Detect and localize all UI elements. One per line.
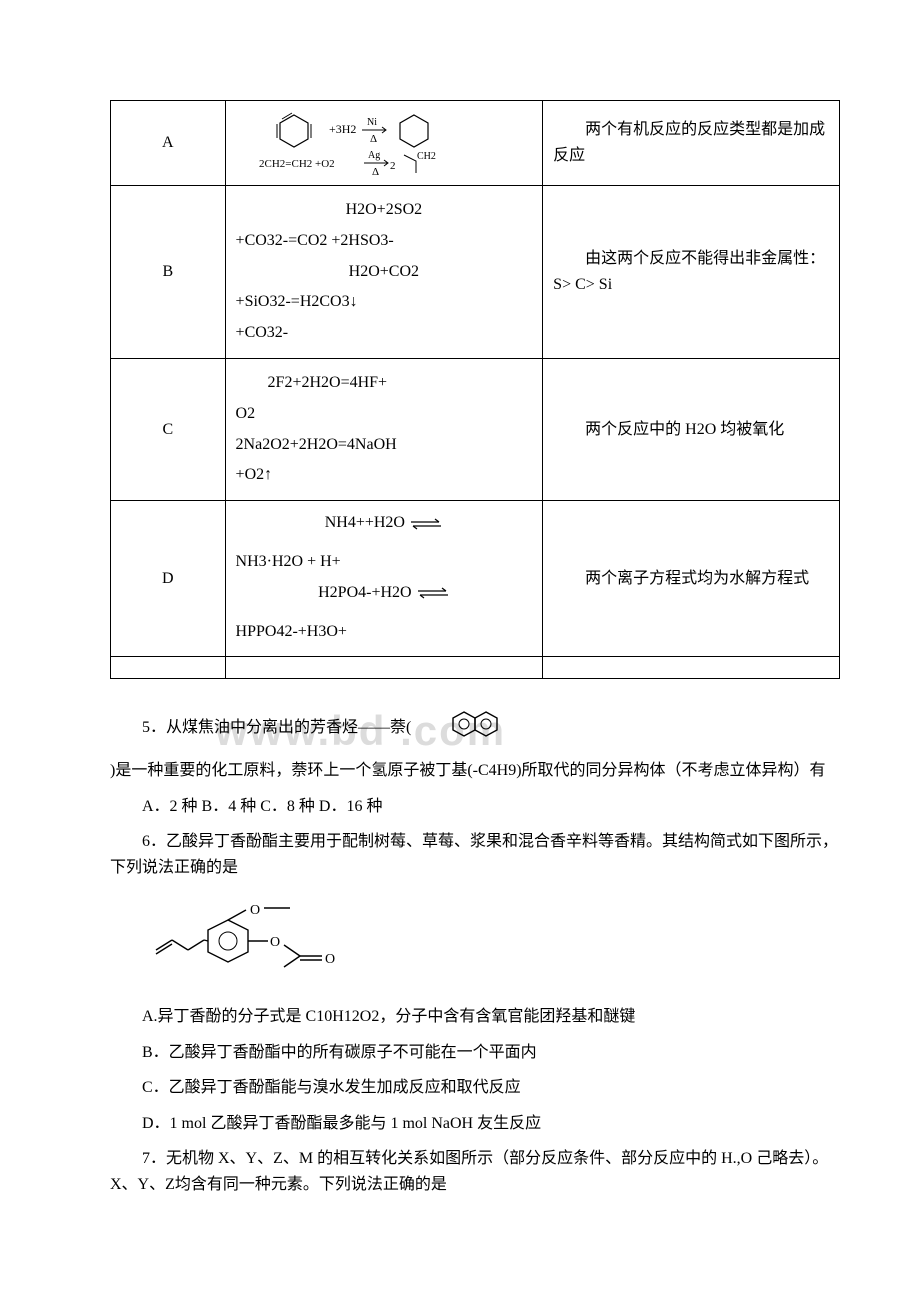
q6-optD: D．1 mol 乙酸异丁香酚酯最多能与 1 mol NaOH 友生反应 [110,1111,840,1137]
formula-text: NH3·H2O + H+ [236,548,533,577]
q7-line1: 7．无机物 X、Y、Z、M 的相互转化关系如图所示（部分反应条件、部分反应中的 … [110,1146,840,1197]
table-row-b: B H2O+2SO2 +CO32-=CO2 +2HSO3- H2O+CO2 +S… [111,186,840,359]
rxn1-cat: Ni [367,117,377,128]
rxn2-tail: CH2 [417,151,436,162]
rxn2-coef: 2 [390,160,396,172]
reaction-table: A +3H2 Ni Δ 2CH2=CH2 +O2 Ag Δ 2 C [110,100,840,679]
formula-text: H2O+CO2 [236,258,533,287]
row-letter: A [111,101,226,186]
structure-svg: O O O [150,890,360,985]
table-row-d: D NH4++H2O NH3·H2O + H+ H2PO4-+H2O [111,501,840,657]
q6-optA: A.异丁香酚的分子式是 C10H12O2，分子中含有含氧官能团羟基和醚键 [110,1004,840,1030]
formula-text: 2Na2O2+2H2O=4NaOH [236,431,533,460]
row-letter: B [111,186,226,359]
rxn2-lhs: 2CH2=CH2 +O2 [259,158,335,170]
reaction-svg-a: +3H2 Ni Δ 2CH2=CH2 +O2 Ag Δ 2 CH2 [254,109,514,177]
svg-text:O: O [250,903,260,918]
q5-text-pre: 5．从煤焦油中分离出的芳香烃——萘( [142,719,411,736]
q6-structure: O O O [150,890,840,994]
rxn2-cat: Ag [368,150,380,161]
formula-text: +SiO32-=H2CO3↓ [236,288,533,317]
formula-text: H2PO4-+H2O [318,584,411,601]
table-row-c: C 2F2+2H2O=4HF+ O2 2Na2O2+2H2O=4NaOH +O2… [111,358,840,500]
formula-text: +CO32- [236,319,533,348]
row-letter: C [111,358,226,500]
row-formula: H2O+2SO2 +CO32-=CO2 +2HSO3- H2O+CO2 +SiO… [225,186,543,359]
q6-line1: 6．乙酸异丁香酚酯主要用于配制树莓、草莓、浆果和混合香辛料等香精。其结构简式如下… [110,829,840,880]
formula-text: HPPO42-+H3O+ [236,618,533,647]
table-row-empty [111,657,840,679]
row-formula: 2F2+2H2O=4HF+ O2 2Na2O2+2H2O=4NaOH +O2↑ [225,358,543,500]
row-desc: 由这两个反应不能得出非金属性：S> C> Si [543,186,840,359]
q5-line1: 5．从煤焦油中分离出的芳香烃——萘( [110,709,840,748]
row-formula: NH4++H2O NH3·H2O + H+ H2PO4-+H2O [225,501,543,657]
naphthalene-icon [417,709,507,748]
formula-text: H2O+2SO2 [236,196,533,225]
rxn1-reagent: +3H2 [329,122,356,136]
formula-text: 2F2+2H2O=4HF+ [236,369,533,398]
equilibrium-arrow-icon [409,518,443,530]
row-desc: 两个反应中的 H2O 均被氧化 [543,358,840,500]
rxn1-cond: Δ [370,133,377,145]
table-row-a: A +3H2 Ni Δ 2CH2=CH2 +O2 Ag Δ 2 C [111,101,840,186]
row-desc: 两个有机反应的反应类型都是加成反应 [543,101,840,186]
row-letter: D [111,501,226,657]
rxn2-cond: Δ [372,166,379,177]
row-desc: 两个离子方程式均为水解方程式 [543,501,840,657]
formula-text: O2 [236,400,533,429]
row-formula: +3H2 Ni Δ 2CH2=CH2 +O2 Ag Δ 2 CH2 [225,101,543,186]
formula-text: +O2↑ [236,461,533,490]
q6-optB: B．乙酸异丁香酚酯中的所有碳原子不可能在一个平面内 [110,1040,840,1066]
svg-text:O: O [325,952,335,967]
equilibrium-arrow-icon [416,587,450,599]
formula-text: NH4++H2O [325,514,405,531]
svg-text:O: O [270,935,280,950]
formula-text: +CO32-=CO2 +2HSO3- [236,227,533,256]
q5-line2: )是一种重要的化工原料，萘环上一个氢原子被丁基(-C4H9)所取代的同分异构体（… [110,758,840,784]
q5-options: A．2 种 B．4 种 C．8 种 D．16 种 [110,794,840,820]
q6-optC: C．乙酸异丁香酚酯能与溴水发生加成反应和取代反应 [110,1075,840,1101]
